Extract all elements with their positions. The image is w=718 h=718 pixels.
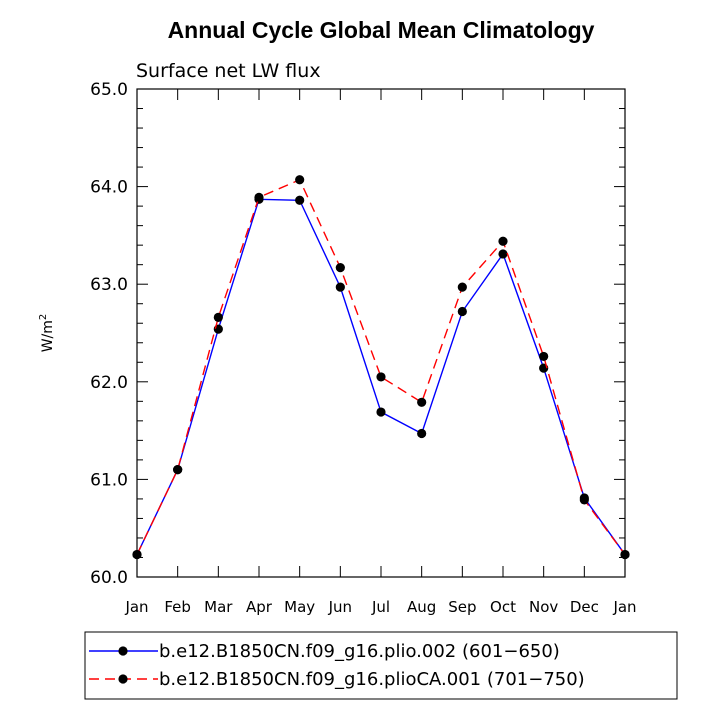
x-tick-label: Apr [246,598,273,616]
series-point [335,282,345,292]
y-tick-label: 60.0 [90,568,128,588]
y-tick-label: 63.0 [90,275,128,295]
y-axis-label: W/m2 [38,314,56,353]
x-tick-label: May [284,598,315,616]
series-point [539,351,549,362]
x-tick-label: Dec [570,598,599,616]
series-point [213,324,223,334]
series-point [213,312,223,322]
x-tick-label: Jan [612,598,636,616]
x-tick-label: Feb [164,598,191,616]
legend-entry-1: b.e12.B1850CN.f09_g16.plio.002 (601−650) [89,641,560,662]
y-tick-label: 65.0 [90,80,128,100]
legend-label: b.e12.B1850CN.f09_g16.plioCA.001 (701−75… [159,669,585,690]
x-tick-label: Sep [448,598,476,616]
series-point [376,407,386,417]
chart-subtitle: Surface net LW flux [136,60,321,82]
y-tick-label: 64.0 [90,178,128,198]
series-2 [132,175,630,560]
x-tick-label: Jul [371,598,390,616]
series-point [417,397,427,407]
legend-marker [118,674,128,684]
legend-marker [118,646,128,656]
legend-label: b.e12.B1850CN.f09_g16.plio.002 (601−650) [159,641,560,662]
series-point [335,263,345,273]
series-point [295,175,305,185]
y-axis-label-base: W/m [40,320,56,352]
x-tick-label: Aug [407,598,436,616]
axis-ticks [136,88,626,578]
chart-title: Annual Cycle Global Mean Climatology [168,17,595,43]
svg-text:W/m2: W/m2 [38,314,56,353]
series-point [254,192,264,202]
series-line [136,178,626,555]
series-layer [132,175,630,560]
legend: b.e12.B1850CN.f09_g16.plio.002 (601−650)… [84,631,678,700]
axis-tick-labels: 60.0 61.0 62.0 63.0 64.0 65.0 Jan Feb Mar Apr May J… [90,80,636,616]
series-point [295,195,305,205]
x-tick-label: Jun [328,598,352,616]
series-point [376,372,386,382]
x-tick-label: Nov [529,598,558,616]
x-tick-label: Oct [490,598,516,616]
series-point [498,249,508,259]
series-point [417,428,427,439]
series-point [173,465,183,475]
legend-entry-2: b.e12.B1850CN.f09_g16.plioCA.001 (701−75… [89,669,585,690]
plot-frame [136,88,626,578]
series-point [457,306,467,317]
x-tick-label: Jan [124,598,148,616]
series-point [498,236,508,246]
y-axis-label-exponent: 2 [38,314,49,320]
legend-entries: b.e12.B1850CN.f09_g16.plio.002 (601−650)… [89,641,585,690]
series-point [457,282,467,292]
x-tick-label: Mar [204,598,233,616]
y-tick-label: 62.0 [90,373,128,393]
series-point [579,495,589,505]
legend-box [84,631,678,700]
y-tick-label: 61.0 [90,470,128,490]
